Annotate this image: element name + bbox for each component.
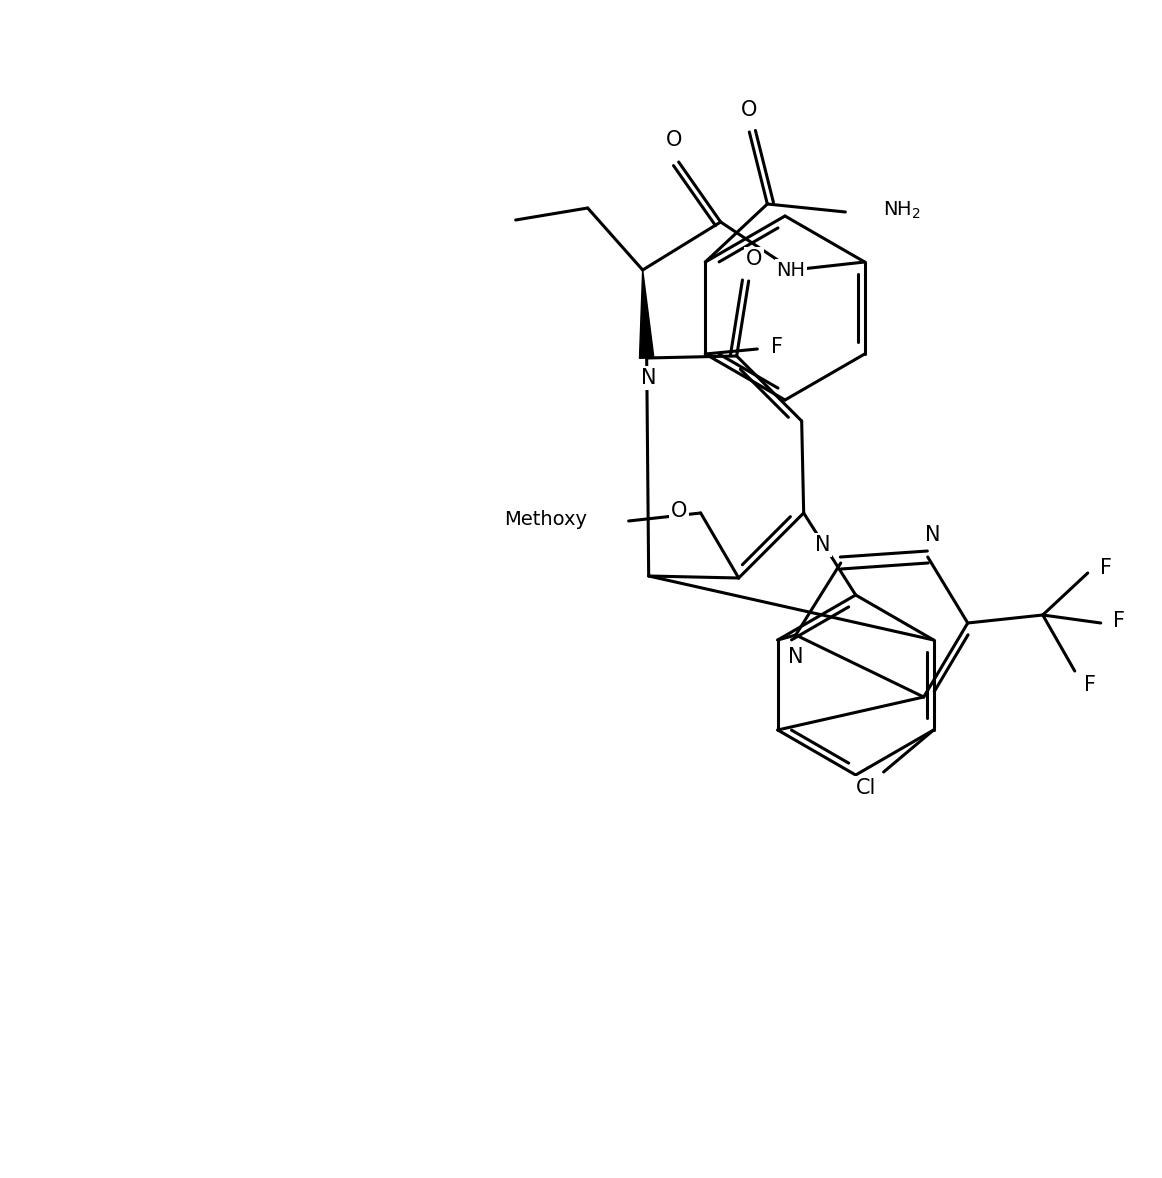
Polygon shape bbox=[639, 270, 654, 358]
Text: NH: NH bbox=[776, 260, 805, 279]
Text: NH$_2$: NH$_2$ bbox=[883, 199, 921, 220]
Text: O: O bbox=[741, 100, 758, 120]
Text: N: N bbox=[925, 525, 940, 545]
Text: F: F bbox=[1084, 675, 1096, 695]
Text: F: F bbox=[1113, 611, 1125, 631]
Text: O: O bbox=[666, 130, 682, 150]
Text: O: O bbox=[670, 501, 687, 521]
Text: Methoxy: Methoxy bbox=[503, 510, 587, 529]
Text: N: N bbox=[815, 535, 831, 555]
Text: N: N bbox=[788, 647, 803, 667]
Text: F: F bbox=[772, 337, 783, 357]
Text: F: F bbox=[1099, 558, 1112, 578]
Text: O: O bbox=[746, 249, 762, 269]
Text: Cl: Cl bbox=[855, 777, 876, 798]
Text: N: N bbox=[641, 368, 657, 388]
